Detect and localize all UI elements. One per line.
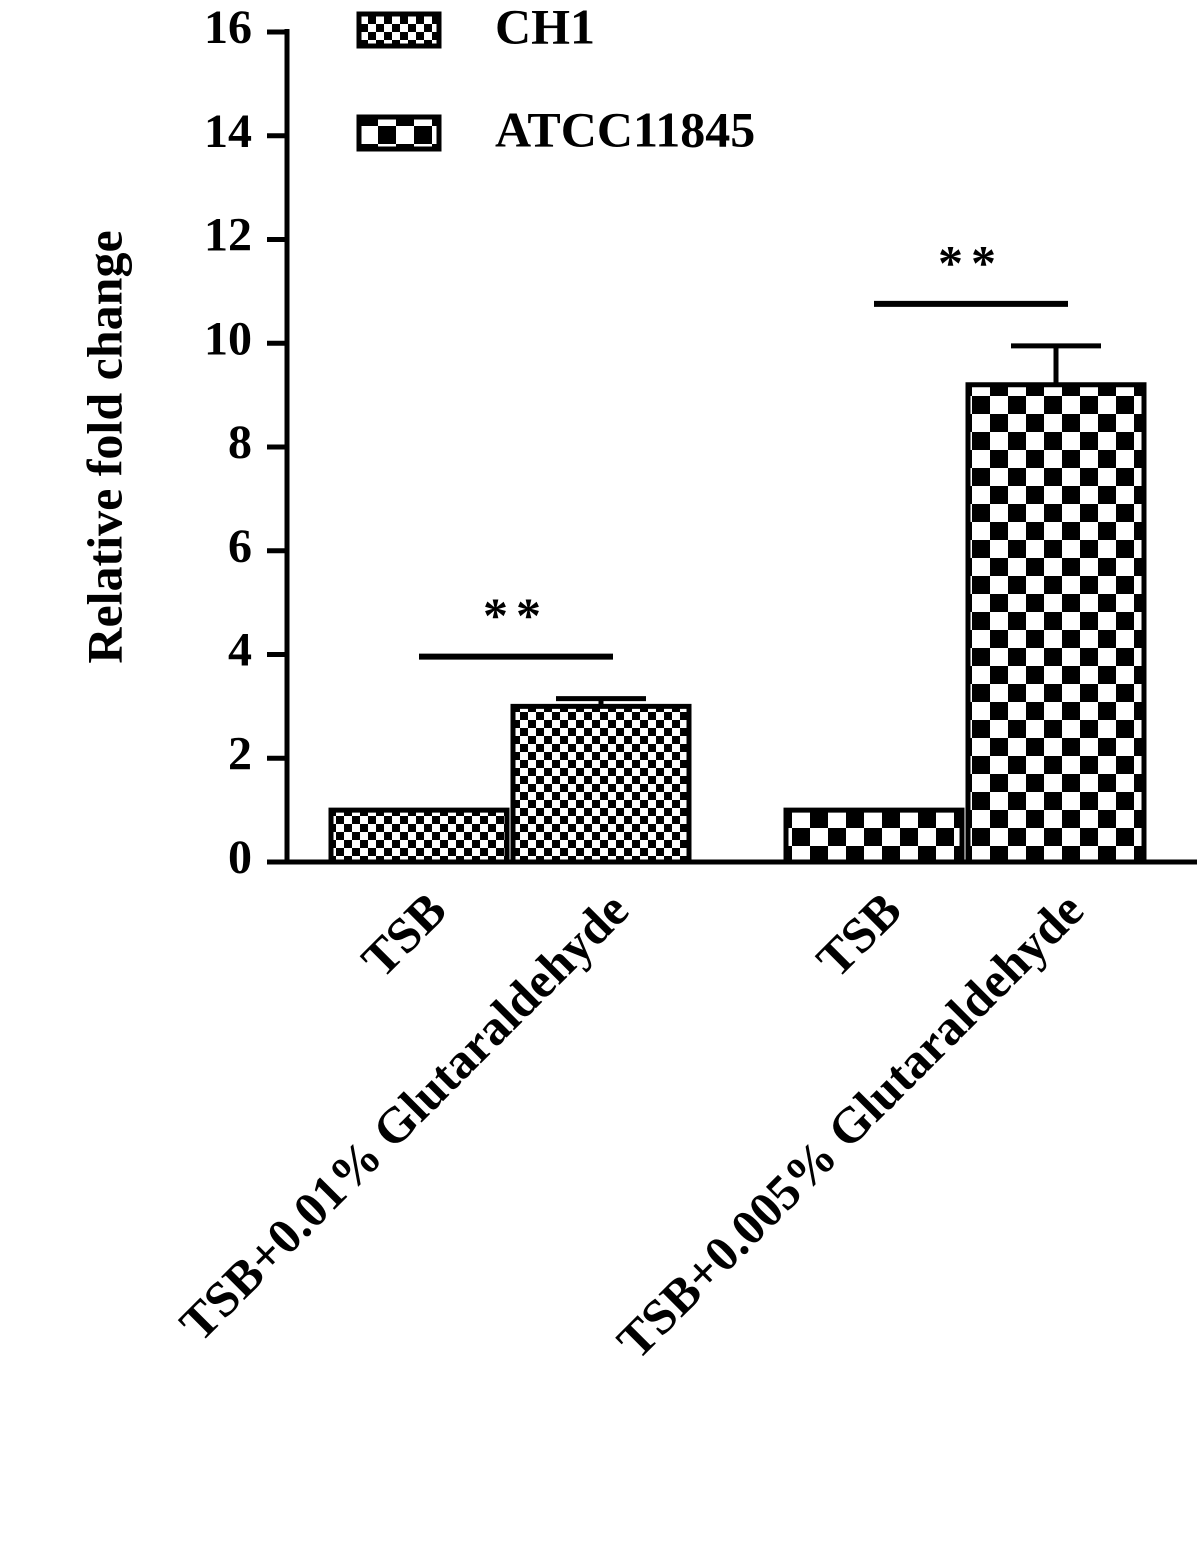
y-axis-label: Relative fold change bbox=[76, 230, 132, 663]
bar bbox=[510, 703, 692, 865]
bar bbox=[783, 807, 965, 865]
y-tick-label: 10 bbox=[204, 312, 252, 365]
significance-label: ** bbox=[938, 234, 1004, 290]
y-tick-label: 2 bbox=[228, 727, 252, 780]
bar bbox=[328, 807, 510, 865]
y-tick-label: 6 bbox=[228, 520, 252, 573]
y-tick-label: 14 bbox=[204, 105, 252, 158]
x-tick-label: TSB bbox=[350, 881, 456, 987]
x-tick-label: TSB bbox=[805, 881, 911, 987]
bar bbox=[965, 382, 1147, 865]
legend-label: ATCC11845 bbox=[495, 101, 755, 157]
legend-label: CH1 bbox=[495, 0, 595, 54]
y-tick-label: 8 bbox=[228, 416, 252, 469]
y-tick-label: 16 bbox=[204, 1, 252, 54]
y-tick-label: 12 bbox=[204, 209, 252, 262]
y-tick-label: 0 bbox=[228, 831, 252, 884]
significance-label: ** bbox=[483, 587, 549, 643]
legend-swatch bbox=[356, 114, 442, 152]
legend-swatch bbox=[356, 11, 442, 49]
y-tick-label: 4 bbox=[228, 624, 252, 677]
